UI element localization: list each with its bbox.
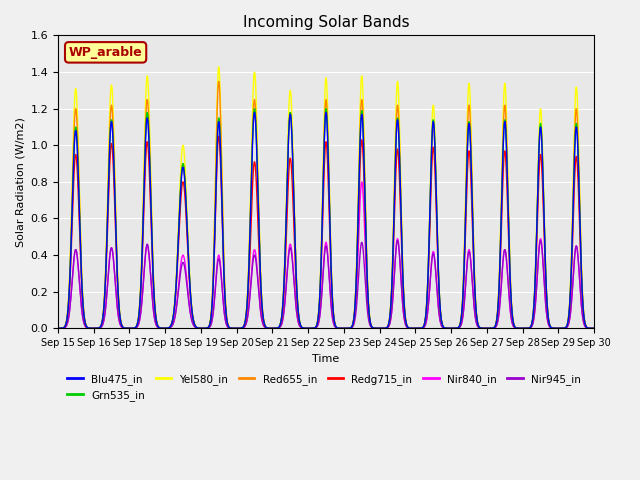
X-axis label: Time: Time [312,354,340,363]
Title: Incoming Solar Bands: Incoming Solar Bands [243,15,410,30]
Text: WP_arable: WP_arable [68,46,143,59]
Legend: Blu475_in, Grn535_in, Yel580_in, Red655_in, Redg715_in, Nir840_in, Nir945_in: Blu475_in, Grn535_in, Yel580_in, Red655_… [63,370,585,405]
Y-axis label: Solar Radiation (W/m2): Solar Radiation (W/m2) [15,117,25,247]
